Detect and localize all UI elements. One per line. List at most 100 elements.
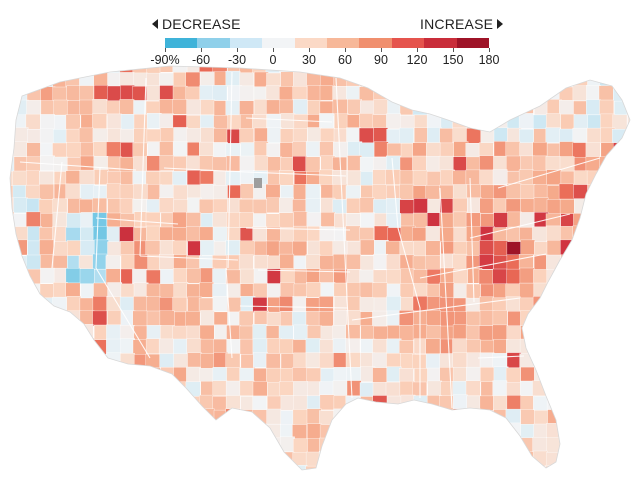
county-cell [626, 155, 630, 171]
county-cell [78, 127, 94, 144]
county-cell [92, 212, 107, 228]
county-cell [479, 254, 494, 270]
color-scale-segment [456, 38, 490, 48]
county-cell [545, 339, 561, 355]
county-cell [346, 66, 361, 74]
county-cell [387, 325, 402, 341]
county-cell [10, 409, 15, 425]
county-cell [613, 353, 629, 369]
county-cell [440, 66, 455, 74]
county-cell [372, 71, 387, 87]
county-cell [519, 71, 535, 88]
county-cell [119, 226, 134, 243]
county-cell [586, 339, 601, 356]
county-cell [106, 100, 121, 116]
county-cell [412, 451, 428, 468]
county-cell [480, 184, 496, 201]
county-cell [440, 267, 455, 284]
county-cell [212, 396, 228, 412]
county-cell [66, 395, 82, 411]
county-cell [452, 197, 468, 214]
county-cell [439, 282, 455, 298]
county-cell [398, 71, 414, 87]
county-cell [587, 114, 603, 131]
county-cell [173, 268, 188, 284]
county-cell [625, 394, 630, 410]
county-cell [13, 297, 29, 314]
county-cell [400, 409, 415, 426]
state-border-line [419, 253, 547, 279]
county-cell [40, 424, 56, 440]
county-cell [65, 170, 81, 187]
county-cell [133, 410, 149, 426]
county-cell [305, 338, 321, 354]
county-cell [172, 465, 188, 470]
county-cell [53, 311, 68, 327]
county-cell [106, 409, 122, 425]
county-cell [80, 395, 95, 411]
county-cell [80, 451, 96, 467]
county-cell [279, 197, 294, 214]
county-cell [599, 240, 614, 256]
county-cell [520, 198, 535, 214]
county-cell [586, 466, 601, 470]
county-cell [518, 465, 534, 470]
county-cell [173, 451, 188, 468]
county-cell [252, 395, 268, 412]
county-cell [627, 381, 630, 397]
county-cell [66, 367, 81, 384]
county-cell [426, 71, 441, 87]
county-cell [492, 310, 508, 326]
county-cell [10, 99, 16, 116]
county-cell [493, 423, 508, 439]
county-cell [505, 367, 521, 384]
county-cell [519, 451, 534, 468]
county-cell [65, 114, 81, 130]
color-scale-bar [165, 38, 490, 48]
county-cell [226, 438, 242, 454]
county-cell [386, 129, 402, 145]
county-cell [107, 310, 122, 326]
county-cell [425, 185, 441, 201]
county-cell [333, 128, 349, 145]
county-cell [159, 85, 175, 101]
county-cell [227, 452, 242, 468]
county-cell [66, 338, 81, 355]
county-cell [65, 128, 81, 145]
county-cell [52, 466, 68, 470]
state-border-line [51, 161, 63, 269]
county-cell [600, 424, 616, 440]
county-cell [92, 296, 108, 312]
county-cell [240, 183, 255, 199]
county-cell [252, 297, 268, 313]
county-cell [625, 451, 630, 467]
county-cell [240, 452, 256, 468]
county-cell [627, 310, 630, 327]
county-cell [546, 296, 562, 312]
county-cell [53, 394, 69, 411]
county-cell [52, 211, 68, 228]
county-cell [93, 71, 109, 88]
county-cell [25, 380, 41, 397]
county-cell [13, 141, 29, 157]
county-cell [585, 240, 601, 257]
state-border-line [439, 187, 453, 409]
county-cell [572, 282, 588, 299]
county-cell [612, 198, 628, 215]
county-cell [505, 71, 521, 88]
county-cell [199, 324, 215, 341]
county-cell [200, 310, 215, 326]
county-cell [26, 72, 42, 88]
county-cell [453, 424, 469, 440]
county-cell [332, 338, 348, 354]
county-cell [426, 85, 441, 101]
county-cell [452, 451, 468, 468]
county-cell [120, 367, 135, 383]
county-cell [39, 128, 55, 144]
county-cell [467, 197, 482, 214]
county-cell [612, 71, 628, 88]
county-cell [39, 183, 54, 200]
state-border-line [391, 157, 421, 398]
county-cell [213, 438, 228, 454]
state-border-line [227, 71, 233, 269]
